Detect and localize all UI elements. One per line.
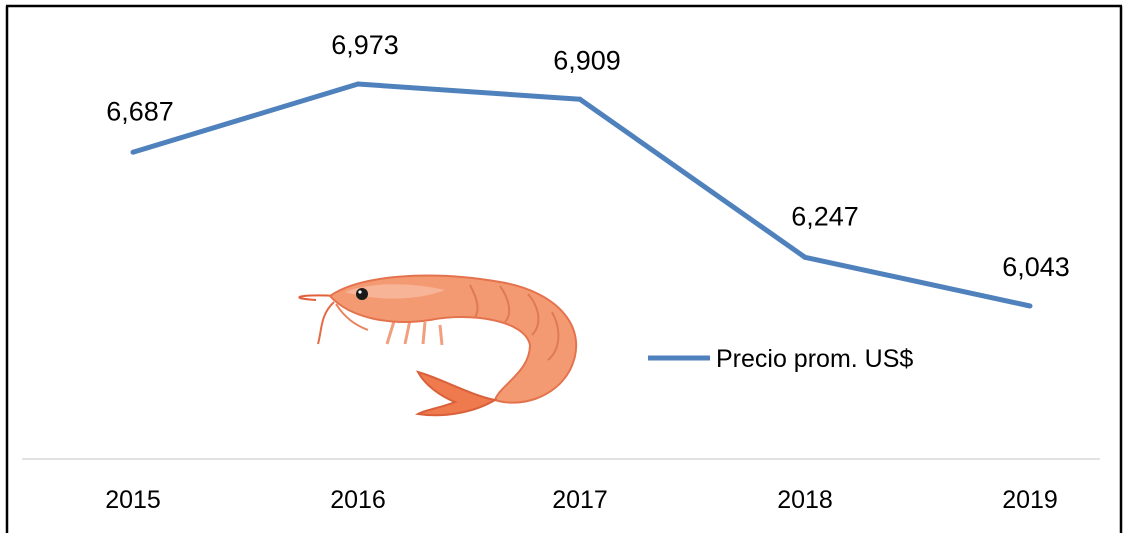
x-tick-label: 2015	[105, 486, 161, 514]
x-tick-labels: 2015 2016 2017 2018 2019	[105, 486, 1058, 514]
x-tick-label: 2019	[1002, 486, 1058, 514]
data-label: 6,687	[106, 96, 174, 126]
data-label: 6,247	[791, 201, 859, 231]
legend-label: Precio prom. US$	[716, 345, 913, 373]
data-point	[130, 149, 136, 155]
data-label: 6,973	[331, 30, 399, 60]
data-labels: 6,687 6,973 6,909 6,247 6,043	[106, 30, 1070, 282]
series-line	[132, 81, 1031, 309]
data-point	[1027, 303, 1033, 309]
data-point	[802, 254, 808, 260]
data-label: 6,909	[553, 45, 621, 75]
data-point	[355, 81, 361, 87]
data-label: 6,043	[1002, 252, 1070, 282]
x-tick-label: 2016	[330, 486, 386, 514]
x-tick-label: 2018	[777, 486, 833, 514]
x-tick-label: 2017	[552, 486, 608, 514]
series-layer	[130, 81, 1033, 309]
data-point	[577, 96, 583, 102]
shrimp-icon	[298, 274, 578, 417]
legend: Precio prom. US$	[648, 345, 913, 373]
